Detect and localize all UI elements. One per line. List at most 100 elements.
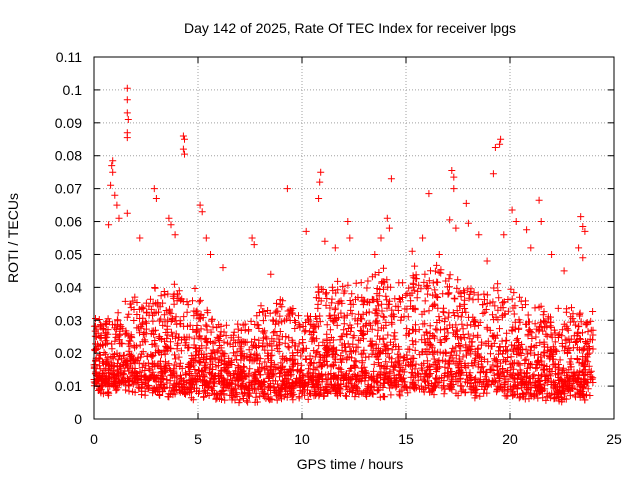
data-point: [441, 336, 449, 344]
data-point: [322, 345, 329, 353]
data-point: [260, 329, 268, 337]
data-point: [309, 327, 317, 335]
data-point: [323, 330, 331, 338]
data-point: [497, 384, 505, 392]
data-point: [222, 332, 230, 340]
data-point: [589, 308, 597, 315]
data-point: [561, 336, 569, 344]
data-point: [493, 388, 501, 396]
data-point: [314, 373, 322, 381]
data-point: [555, 334, 562, 341]
y-tick-label: 0.04: [55, 279, 82, 295]
data-point: [496, 140, 504, 148]
data-point: [418, 361, 426, 369]
data-point: [213, 333, 221, 341]
data-point: [383, 304, 391, 312]
data-point: [129, 371, 137, 379]
data-point: [362, 353, 370, 361]
data-point: [171, 386, 179, 394]
data-point: [577, 213, 585, 221]
data-point: [342, 383, 350, 391]
data-point: [203, 352, 211, 360]
data-point: [455, 364, 463, 372]
data-point: [207, 374, 215, 382]
data-point: [114, 309, 122, 317]
data-point: [479, 363, 487, 371]
data-point: [280, 355, 288, 363]
data-point: [425, 381, 433, 389]
x-tick-labels: 0 5 10 15 20 25: [90, 431, 622, 447]
data-point: [564, 326, 572, 334]
data-point: [450, 173, 458, 181]
data-point: [104, 375, 112, 383]
data-point: [503, 337, 511, 345]
data-point: [531, 320, 539, 328]
data-point: [129, 297, 137, 305]
data-point: [251, 385, 258, 393]
data-point: [490, 284, 498, 292]
data-point: [531, 304, 539, 312]
data-point: [548, 389, 556, 397]
data-point: [434, 348, 442, 356]
data-point: [566, 358, 574, 366]
data-point: [215, 321, 223, 329]
data-point: [129, 388, 137, 396]
data-point: [445, 372, 453, 380]
data-point: [477, 354, 485, 362]
data-point: [449, 344, 457, 352]
data-point: [538, 371, 546, 379]
data-point: [458, 320, 466, 328]
data-point: [401, 378, 409, 386]
data-point: [130, 317, 138, 324]
data-point: [519, 389, 527, 397]
data-point: [412, 360, 420, 368]
data-point: [419, 348, 427, 356]
data-point: [455, 288, 463, 296]
data-point: [196, 346, 204, 354]
data-point: [282, 375, 290, 382]
data-point: [261, 366, 269, 374]
data-point: [164, 316, 172, 324]
data-point: [123, 96, 131, 104]
data-point: [259, 327, 267, 335]
data-point: [520, 370, 528, 378]
data-point: [334, 376, 342, 384]
data-point: [205, 392, 213, 399]
data-point: [276, 328, 284, 335]
data-point: [540, 308, 548, 316]
data-point: [261, 378, 269, 386]
data-point: [192, 370, 200, 378]
data-point: [154, 384, 162, 392]
data-point: [364, 327, 371, 335]
data-point: [534, 394, 542, 402]
data-point: [364, 298, 372, 306]
data-point: [577, 336, 584, 344]
data-point: [536, 339, 544, 347]
data-point: [524, 380, 532, 388]
data-point: [358, 364, 365, 372]
data-point: [185, 377, 193, 384]
data-point: [535, 326, 543, 334]
data-point: [102, 319, 110, 327]
data-point: [185, 343, 193, 351]
data-point: [230, 349, 237, 357]
data-point: [507, 388, 515, 396]
data-point: [252, 389, 260, 397]
data-point: [515, 349, 523, 357]
data-point: [95, 316, 103, 323]
data-point: [168, 387, 176, 395]
data-point: [558, 369, 566, 377]
data-point: [175, 353, 183, 361]
data-point: [522, 355, 530, 363]
data-point: [504, 354, 512, 361]
data-point: [494, 382, 502, 390]
data-point: [171, 355, 179, 363]
data-point: [126, 342, 134, 350]
data-point: [432, 325, 440, 333]
data-point: [462, 199, 470, 207]
data-point: [285, 369, 293, 377]
data-point: [576, 386, 584, 394]
data-point: [285, 344, 293, 352]
data-point: [217, 328, 225, 336]
data-point: [376, 335, 384, 343]
